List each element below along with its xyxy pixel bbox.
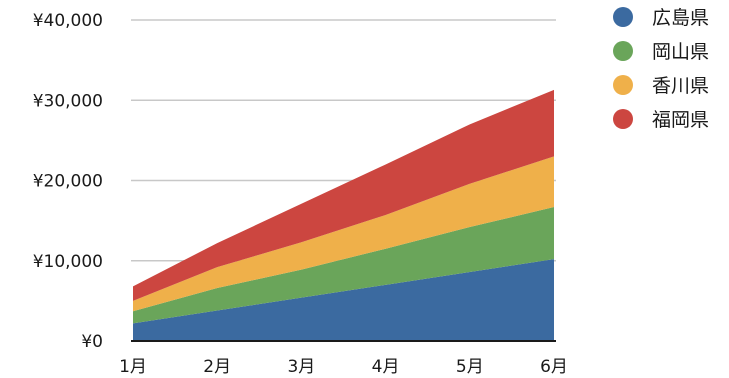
x-tick-label: 1月 [119,357,147,377]
legend-label: 岡山県 [652,41,709,63]
legend-swatch [613,7,633,27]
y-tick-label: ¥20,000 [33,172,103,192]
legend-swatch [613,75,633,95]
legend-label: 広島県 [652,7,709,29]
y-tick-label: ¥40,000 [33,11,103,31]
area-series-2 [133,206,554,324]
y-tick-label: ¥0 [81,332,103,352]
area-series-1 [133,259,554,341]
area-series-3 [133,156,554,312]
x-tick-label: 5月 [456,357,484,377]
legend-item: 香川県 [613,75,709,97]
legend-swatch [613,41,633,61]
legend-item: 福岡県 [613,109,709,131]
y-tick-label: ¥30,000 [33,91,103,111]
legend-swatch [613,109,633,129]
x-tick-label: 3月 [287,357,315,377]
series-areas [133,89,554,341]
x-tick-label: 6月 [540,357,568,377]
legend-item: 岡山県 [613,41,709,63]
legend-item: 広島県 [613,7,709,29]
y-axis-tick-labels: ¥0 ¥10,000 ¥20,000 ¥30,000 ¥40,000 [33,11,103,352]
y-tick-label: ¥10,000 [33,252,103,272]
legend-label: 福岡県 [652,109,709,131]
area-series-4 [133,89,554,301]
x-axis-tick-labels: 1月 2月 3月 4月 5月 6月 [119,357,568,377]
x-tick-label: 2月 [203,357,231,377]
legend-label: 香川県 [652,75,709,97]
x-tick-label: 4月 [372,357,400,377]
